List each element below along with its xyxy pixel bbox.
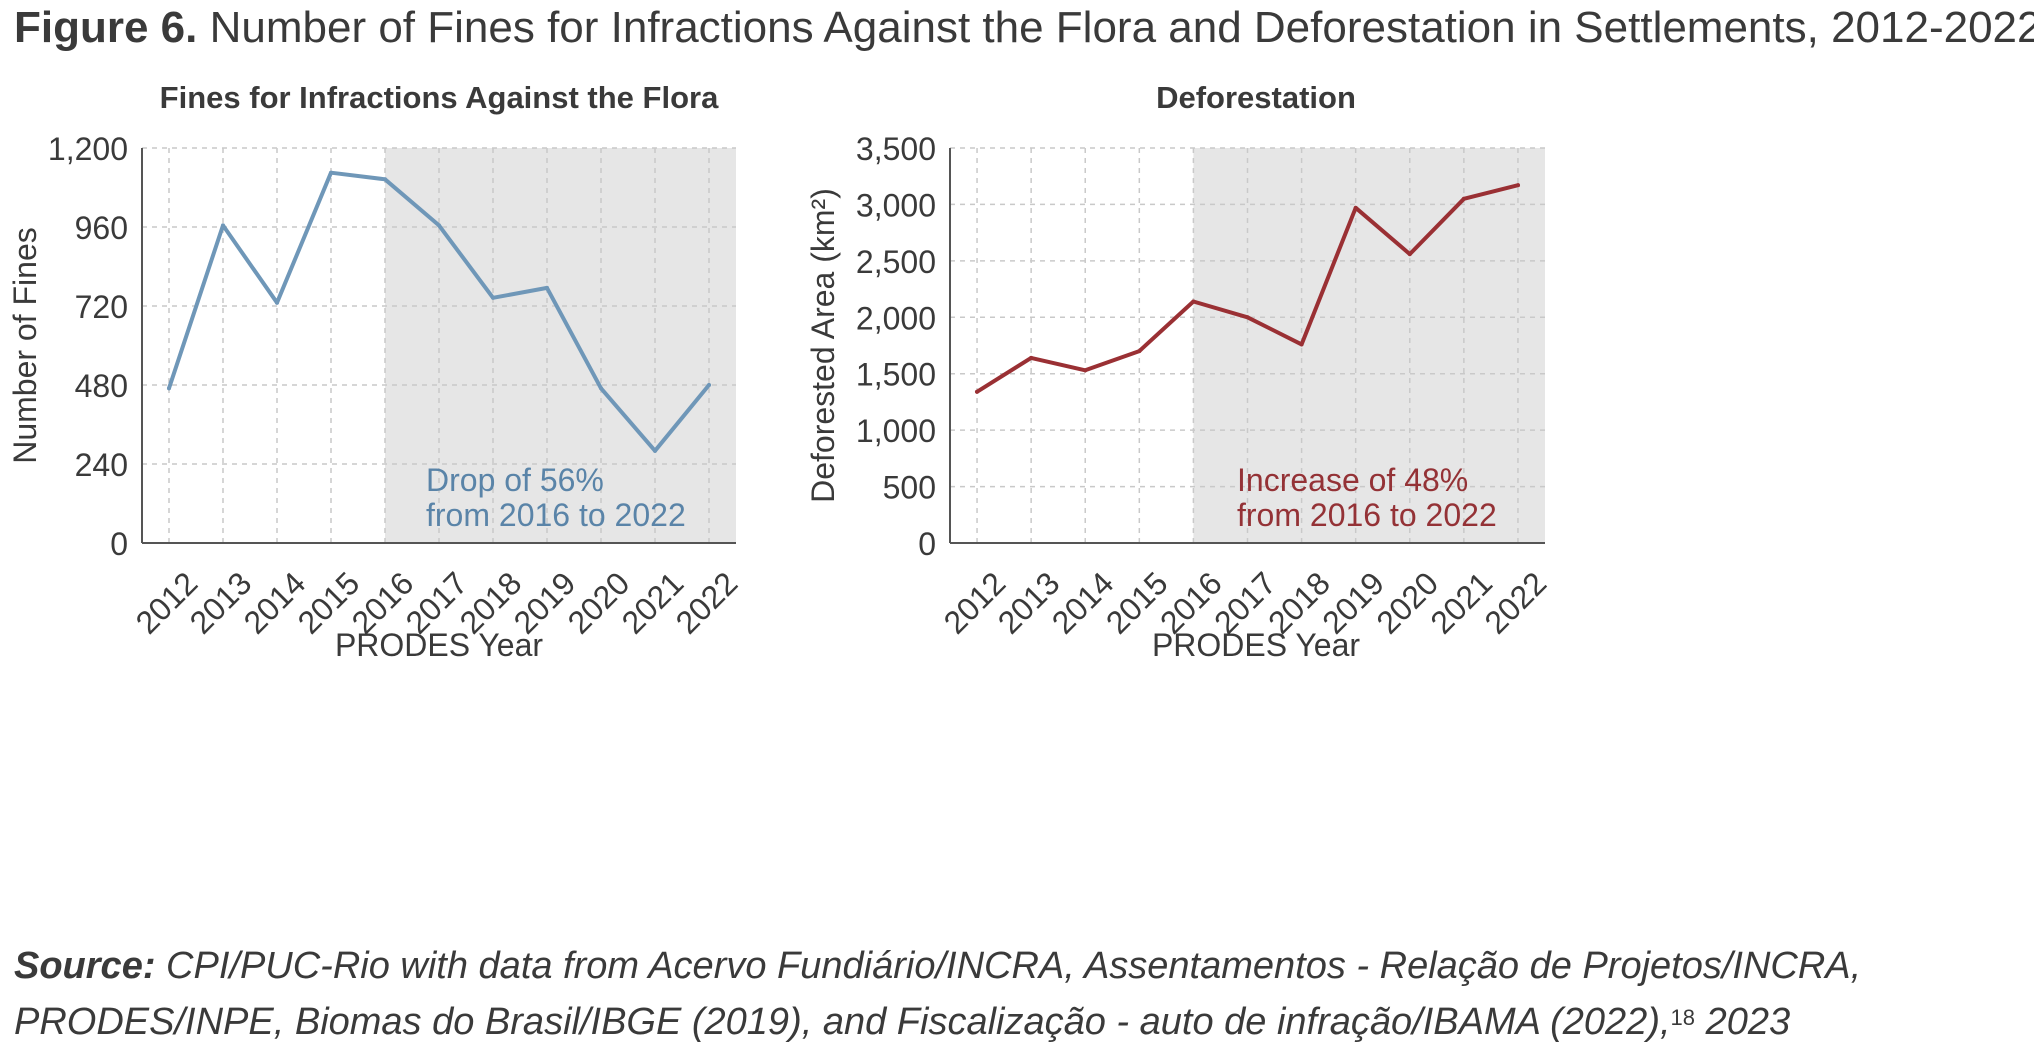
chart1-data-point xyxy=(329,170,333,175)
chart1-x-tick-label: 2014 xyxy=(237,565,313,641)
chart1-shaded-region xyxy=(385,148,736,543)
figure-title-text: Number of Fines for Infractions Against … xyxy=(209,3,2034,52)
chart2-y-tick-label: 1,500 xyxy=(856,357,936,393)
chart2-y-tick-label: 0 xyxy=(918,526,936,562)
chart2-y-axis-label: Deforested Area (km²) xyxy=(805,188,841,503)
chart1-y-axis-label: Number of Fines xyxy=(7,227,43,464)
chart1-title: Fines for Infractions Against the Flora xyxy=(160,80,719,115)
chart2-x-tick-label: 2013 xyxy=(991,565,1067,641)
chart1-annotation-line: Drop of 56% xyxy=(426,462,604,498)
chart1-data-point xyxy=(653,448,657,453)
chart1-data-point xyxy=(707,383,711,387)
chart1-y-tick-label: 480 xyxy=(75,368,128,404)
chart2-x-tick-label: 2020 xyxy=(1369,565,1445,641)
chart1-annotation-line: from 2016 to 2022 xyxy=(426,497,686,533)
chart1-x-axis-label: PRODES Year xyxy=(335,627,543,663)
chart1-x-tick-label: 2013 xyxy=(183,565,259,641)
source-year: 2023 xyxy=(1705,1001,1791,1043)
chart1-data-point xyxy=(545,285,549,290)
chart2-data-point xyxy=(1137,349,1142,354)
chart2-data-point xyxy=(975,389,980,394)
chart2-y-tick-label: 2,500 xyxy=(856,244,936,280)
chart2-y-tick-label: 500 xyxy=(883,470,936,506)
chart1-data-point xyxy=(275,300,279,305)
chart2-title: Deforestation xyxy=(1156,80,1356,115)
chart2-shaded-region xyxy=(1193,148,1545,543)
chart1-y-tick-label: 960 xyxy=(75,210,128,246)
chart1-data-point xyxy=(221,223,225,228)
chart2-x-tick-label: 2014 xyxy=(1045,565,1121,641)
chart1-y-tick-label: 720 xyxy=(75,289,128,325)
chart1-data-point xyxy=(383,177,387,182)
chart1-x-tick-label: 2020 xyxy=(561,565,637,641)
chart2-annotation-line: Increase of 48% xyxy=(1237,462,1468,498)
chart2-data-point xyxy=(1191,299,1196,304)
chart1-x-tick-label: 2022 xyxy=(669,565,745,641)
chart2-data-point xyxy=(1245,315,1250,320)
chart2-data-point xyxy=(1407,252,1412,257)
source-footnote: 18 xyxy=(1670,1005,1696,1030)
chart2-data-point xyxy=(1353,205,1358,210)
chart1-x-tick-label: 2021 xyxy=(615,565,691,641)
chart2-y-tick-label: 2,000 xyxy=(856,300,936,336)
chart1-y-tick-label: 0 xyxy=(110,526,128,562)
chart2-x-tick-label: 2022 xyxy=(1478,565,1554,641)
chart2-data-point xyxy=(1461,196,1466,201)
chart1-data-point xyxy=(599,386,603,391)
chart2-data-point xyxy=(1515,183,1520,188)
chart2-x-axis-label: PRODES Year xyxy=(1152,627,1360,663)
chart2-data-point xyxy=(1029,355,1034,360)
chart1-data-point xyxy=(167,386,171,391)
chart2-y-tick-label: 1,000 xyxy=(856,413,936,449)
source-label: Source: xyxy=(14,945,156,987)
chart2-annotation-line: from 2016 to 2022 xyxy=(1237,497,1497,533)
chart2-x-tick-label: 2021 xyxy=(1423,565,1499,641)
chart2-data-point xyxy=(1299,342,1304,347)
source-text: CPI/PUC-Rio with data from Acervo Fundiá… xyxy=(14,945,1862,1043)
chart2-data-point xyxy=(1083,368,1088,373)
chart1-y-tick-label: 240 xyxy=(75,447,128,483)
chart1-y-tick-label: 1,200 xyxy=(48,131,128,167)
chart2-y-tick-label: 3,500 xyxy=(856,131,936,167)
chart2-x-tick-label: 2012 xyxy=(937,565,1013,641)
source-note: Source: CPI/PUC-Rio with data from Acerv… xyxy=(14,938,2014,1050)
chart1-x-tick-label: 2012 xyxy=(129,565,205,641)
chart1-data-point xyxy=(491,295,495,300)
figure-label: Figure 6. xyxy=(14,3,198,52)
chart2-y-tick-label: 3,000 xyxy=(856,187,936,223)
figure-title: Figure 6. Number of Fines for Infraction… xyxy=(14,2,2034,54)
chart1-data-point xyxy=(437,223,441,228)
